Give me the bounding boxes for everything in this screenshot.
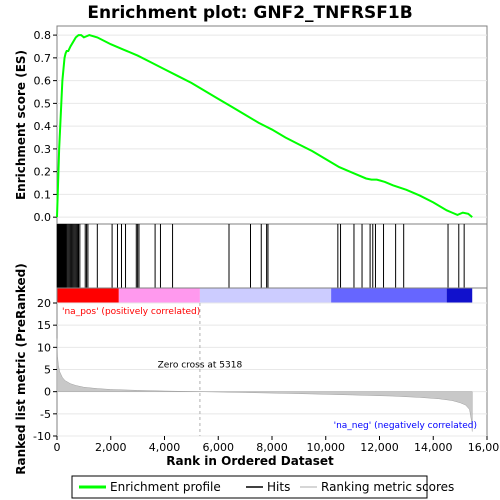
es-y-tick-label: 0.0	[34, 211, 52, 224]
ranking-y-axis: -10 -5 0 5 10 15 20	[33, 297, 57, 443]
ranking-y-tick-label: -10	[33, 430, 51, 443]
ranking-y-tick-label: 20	[37, 297, 51, 310]
x-tick-label: 14,000	[414, 441, 453, 454]
es-y-tick-label: 0.5	[34, 97, 52, 110]
es-y-tick-label: 0.2	[34, 166, 52, 179]
es-panel-frame	[56, 25, 488, 225]
es-gridlines	[57, 34, 487, 218]
x-tick-label: 16,000	[468, 441, 500, 454]
ranking-y-tick-label: 15	[37, 319, 51, 332]
x-tick-label: 8,000	[256, 441, 288, 454]
ranking-panel: -10 -5 0 5 10 15 20 Zero cross at 5318 'na_pos…	[14, 263, 488, 475]
x-tick-label: 6,000	[203, 441, 235, 454]
es-y-axis-label: Enrichment score (ES)	[14, 50, 28, 200]
ranking-y-axis-label: Ranked list metric (PreRanked)	[14, 263, 28, 475]
ranking-y-tick-label: 0	[44, 386, 51, 399]
enrichment-profile-line	[56, 34, 473, 218]
es-y-tick-label: 0.6	[34, 75, 52, 88]
hits-panel	[56, 223, 488, 289]
x-tick-label: 10,000	[307, 441, 346, 454]
ranking-metric-area	[56, 338, 473, 432]
es-y-axis: 0.0 0.1 0.2 0.3 0.4 0.5 0.6 0.7 0.8	[34, 29, 57, 224]
ranking-y-tick-label: 5	[44, 364, 51, 377]
chart-title: Enrichment plot: GNF2_TNFRSF1B	[87, 3, 412, 23]
x-axis-label: Rank in Ordered Dataset	[166, 454, 334, 468]
colorbar-segment	[331, 288, 447, 303]
es-y-tick-label: 0.4	[34, 120, 52, 133]
colorbar-segment	[446, 288, 473, 303]
es-y-tick-label: 0.7	[34, 52, 52, 65]
x-tick-label: 4,000	[149, 441, 181, 454]
colorbar-segment	[199, 288, 332, 303]
legend-label-enrichment: Enrichment profile	[110, 480, 221, 494]
es-y-tick-label: 0.1	[34, 188, 52, 201]
zero-cross-label: Zero cross at 5318	[158, 360, 243, 370]
x-tick-label: 2,000	[95, 441, 127, 454]
legend-label-ranking: Ranking metric scores	[321, 480, 454, 494]
x-tick-label: 0	[54, 441, 61, 454]
ranking-y-tick-label: -5	[40, 408, 51, 421]
hits-panel-frame	[56, 223, 488, 289]
rank-colorbar	[57, 288, 473, 303]
x-axis: 0 2,000 4,000 6,000 8,000 10,000 12,000 14,000 1…	[54, 436, 500, 454]
hit-lines	[56, 224, 465, 288]
neg-correlated-label: 'na_neg' (negatively correlated)	[334, 421, 477, 431]
colorbar-segment	[57, 288, 119, 303]
es-panel: 0.0 0.1 0.2 0.3 0.4 0.5 0.6 0.7 0.8 Enrichment s…	[14, 25, 488, 225]
es-y-tick-label: 0.3	[34, 143, 52, 156]
es-y-tick-label: 0.8	[34, 29, 52, 42]
legend-label-hits: Hits	[267, 480, 290, 494]
legend: Enrichment profile Hits Ranking metric s…	[71, 475, 454, 499]
ranking-y-tick-label: 10	[37, 341, 51, 354]
colorbar-segment	[118, 288, 200, 303]
x-tick-label: 12,000	[360, 441, 399, 454]
pos-correlated-label: 'na_pos' (positively correlated)	[62, 307, 200, 317]
